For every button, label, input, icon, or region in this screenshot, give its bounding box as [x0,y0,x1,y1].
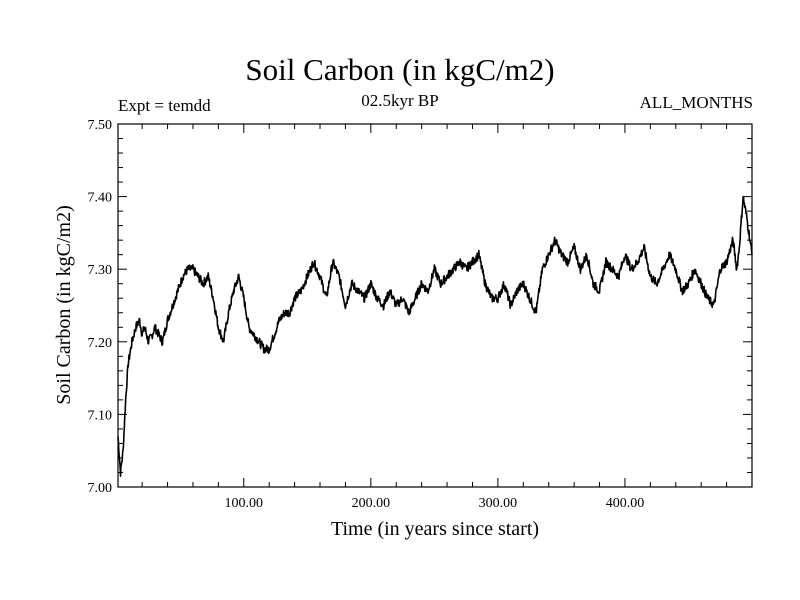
series-layer [117,195,753,477]
experiment-label: Expt = temdd [118,96,211,115]
y-tick-label: 7.10 [88,408,113,423]
x-axis-label: Time (in years since start) [331,518,539,540]
y-tick-label: 7.20 [88,336,113,351]
tick-layer: 100.00 200.00 300.00 400.00 7.00 7.10 7.20 7.30… [88,118,645,511]
y-tick-label: 7.40 [88,191,113,206]
chart-title: Soil Carbon (in kgC/m2) [245,52,555,87]
y-tick-label: 7.50 [88,118,113,133]
x-tick-label: 100.00 [225,496,264,511]
axes-layer [117,123,753,488]
x-tick-label: 300.00 [479,496,518,511]
series-line-soil-carbon [117,195,753,477]
period-label: 02.5kyr BP [361,91,439,110]
x-tick-label: 200.00 [352,496,391,511]
y-axis-label: Soil Carbon (in kgC/m2) [53,205,75,404]
plot-frame [117,123,753,488]
x-tick-label: 400.00 [606,496,645,511]
y-tick-label: 7.30 [88,263,113,278]
y-tick-label: 7.00 [88,481,113,496]
months-label: ALL_MONTHS [639,93,753,112]
